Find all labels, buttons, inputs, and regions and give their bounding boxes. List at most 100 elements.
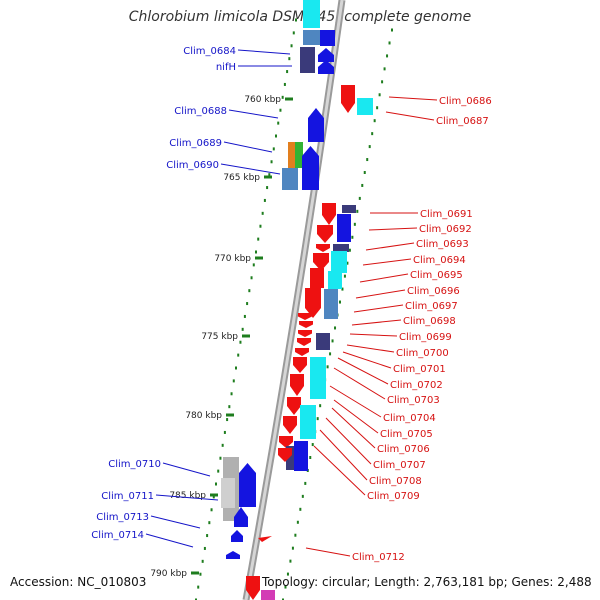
outer-dot	[368, 145, 371, 149]
reverse-gene-label: Clim_0708	[369, 476, 422, 487]
inner-dot	[252, 263, 255, 267]
reverse-gene-label: Clim_0692	[419, 224, 472, 235]
gene-arrow	[226, 551, 240, 559]
inner-dot	[259, 224, 262, 228]
outer-dot	[294, 533, 297, 537]
reverse-gene-label: Clim_0691	[420, 209, 473, 220]
inner-dot	[203, 546, 206, 550]
forward-gene-label: Clim_0711	[101, 491, 154, 502]
forward-gene-label: Clim_0688	[174, 106, 227, 117]
kbp-tick-mark	[264, 175, 272, 179]
reverse-gene-label: Clim_0706	[377, 444, 430, 455]
outer-dot	[311, 443, 314, 447]
gene-arrow	[295, 348, 309, 356]
outer-dot	[383, 67, 386, 71]
inner-dot	[246, 302, 249, 306]
inner-dot	[230, 392, 233, 396]
outer-dot	[351, 235, 354, 239]
reverse-gene-label: Clim_0694	[413, 255, 466, 266]
outer-dot	[366, 158, 369, 162]
outer-dot	[356, 209, 359, 213]
reverse-gene-label: Clim_0701	[393, 364, 446, 375]
outer-dot	[291, 546, 294, 550]
inner-dot	[288, 57, 291, 61]
inner-dot	[243, 314, 246, 318]
gene-arrow	[313, 253, 329, 271]
genome-backbone	[242, 0, 346, 600]
gene-block	[294, 441, 308, 471]
cds-block	[303, 30, 320, 45]
gene-arrow	[290, 374, 304, 396]
cds-block	[288, 142, 298, 168]
kbp-tick-mark	[242, 334, 250, 338]
outer-dot	[289, 559, 292, 563]
gene-arrow	[283, 416, 297, 434]
reverse-gene-label: Clim_0695	[410, 270, 463, 281]
reverse-callout-line	[333, 399, 379, 434]
reverse-callout-line	[329, 385, 382, 418]
gene-features	[221, 0, 373, 600]
outer-dot	[316, 417, 319, 421]
reverse-gene-label: Clim_0703	[387, 395, 440, 406]
outer-dot	[282, 598, 284, 600]
outer-dot	[363, 171, 366, 174]
cds-block	[324, 289, 338, 319]
reverse-callout-line	[351, 319, 402, 326]
reverse-callout-line	[346, 344, 395, 353]
inner-dot	[208, 521, 211, 525]
kbp-tick-label: 765 kbp	[223, 173, 260, 183]
inner-dot	[272, 147, 275, 151]
cds-block	[342, 205, 356, 213]
inner-dot	[268, 173, 271, 177]
reverse-callout-line	[355, 289, 406, 299]
reverse-callout-line	[313, 445, 366, 496]
reverse-gene-label: Clim_0707	[373, 460, 426, 471]
cds-block	[331, 251, 347, 273]
topology-label: Topology: circular; Length: 2,763,181 bp…	[262, 575, 592, 589]
cds-block	[328, 271, 342, 289]
forward-callout-line	[228, 109, 279, 119]
outer-dot	[373, 119, 376, 123]
inner-dot	[239, 340, 242, 344]
gene-arrow	[341, 85, 355, 113]
reverse-callout-line	[331, 407, 376, 449]
outer-dot	[296, 520, 299, 524]
gene-arrow	[278, 448, 292, 462]
forward-gene-label: Clim_0689	[169, 138, 222, 149]
inner-dot	[286, 70, 289, 74]
inner-dot	[201, 559, 204, 563]
cds-block	[333, 244, 349, 252]
cds-block	[307, 0, 320, 8]
reverse-gene-label: Clim_0687	[436, 116, 489, 127]
gene-arrow	[322, 203, 336, 225]
inner-dot	[237, 353, 240, 357]
forward-gene-label: Clim_0713	[96, 512, 149, 523]
kbp-tick-label: 760 kbp	[244, 95, 281, 105]
reverse-callout-line	[359, 273, 409, 283]
outer-dot	[304, 481, 307, 485]
outer-dot	[361, 183, 364, 187]
cds-block	[221, 478, 235, 508]
reverse-gene-label: Clim_0702	[390, 380, 443, 391]
outer-dot	[299, 507, 302, 511]
gene-arrow	[297, 338, 311, 346]
forward-callout-line	[237, 49, 291, 55]
cds-block	[295, 142, 303, 168]
inner-dot	[248, 289, 251, 293]
outer-dot	[358, 196, 361, 200]
gene-arrow	[234, 507, 248, 527]
gene-arrow	[246, 576, 260, 600]
cds-block	[286, 446, 294, 470]
reverse-gene-label: Clim_0686	[439, 96, 492, 107]
outer-dot	[346, 261, 349, 265]
outer-dot	[329, 352, 332, 356]
inner-dot	[281, 95, 284, 99]
outer-dot	[286, 572, 289, 576]
forward-gene-label: Clim_0710	[108, 459, 161, 470]
inner-dot	[283, 82, 286, 86]
inner-dot	[270, 160, 273, 164]
reverse-callout-line	[305, 547, 351, 557]
gene-arrow	[316, 244, 330, 252]
backbone-inner	[244, 0, 344, 600]
gene-arrow	[299, 321, 313, 328]
